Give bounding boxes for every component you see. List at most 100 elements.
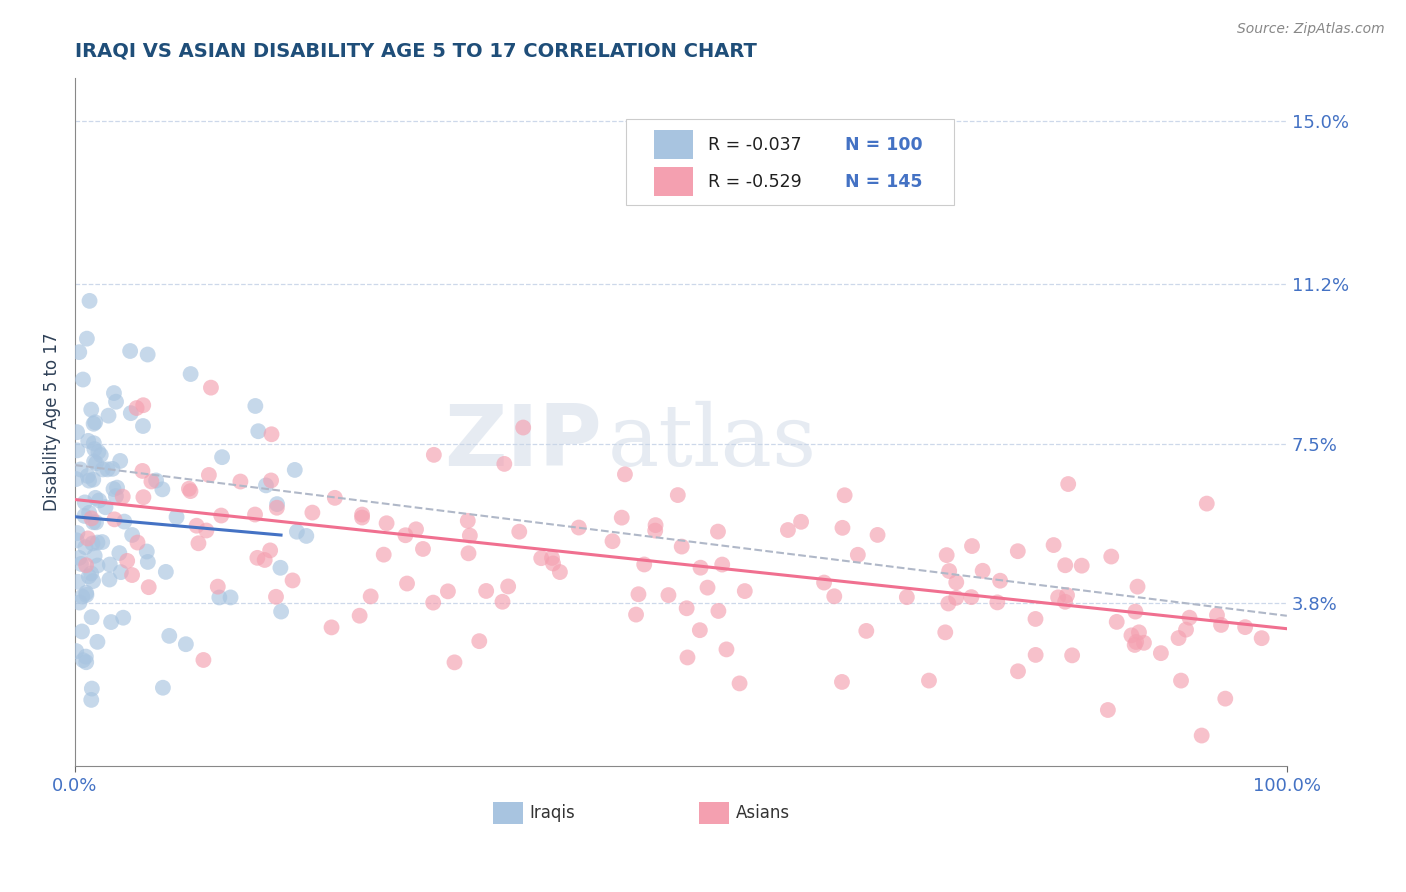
Point bbox=[246, 550, 269, 565]
Point bbox=[84, 491, 107, 505]
Point bbox=[1206, 608, 1229, 623]
Point bbox=[243, 508, 266, 522]
Point bbox=[422, 596, 444, 610]
Point bbox=[1209, 618, 1232, 632]
FancyBboxPatch shape bbox=[494, 802, 523, 823]
Point bbox=[548, 565, 571, 579]
Point bbox=[105, 481, 128, 495]
Point bbox=[90, 448, 112, 462]
Point bbox=[132, 398, 155, 412]
Point bbox=[179, 484, 201, 499]
Point bbox=[103, 512, 125, 526]
Point bbox=[1121, 628, 1143, 642]
Point bbox=[135, 544, 157, 558]
Point bbox=[80, 610, 103, 624]
Point bbox=[75, 649, 97, 664]
Point bbox=[707, 524, 730, 539]
Point bbox=[1054, 595, 1077, 609]
Point bbox=[65, 472, 87, 486]
Point bbox=[823, 589, 845, 603]
Point bbox=[219, 591, 242, 605]
Point bbox=[541, 551, 564, 566]
Point bbox=[1007, 665, 1029, 679]
Point bbox=[457, 514, 479, 528]
Point bbox=[66, 526, 89, 541]
Point bbox=[707, 604, 730, 618]
Point bbox=[734, 584, 756, 599]
Point bbox=[496, 579, 519, 593]
Point bbox=[83, 436, 105, 450]
Point bbox=[80, 681, 103, 696]
Point bbox=[103, 386, 125, 401]
Point bbox=[86, 535, 108, 549]
Point bbox=[120, 344, 142, 359]
Point bbox=[1191, 729, 1213, 743]
Text: Iraqis: Iraqis bbox=[530, 804, 575, 822]
Point bbox=[209, 508, 232, 523]
Point bbox=[120, 406, 142, 420]
Point bbox=[70, 557, 93, 571]
Point bbox=[72, 372, 94, 386]
Point bbox=[1099, 549, 1122, 564]
Point bbox=[266, 500, 288, 515]
Point bbox=[373, 548, 395, 562]
Point bbox=[80, 693, 103, 707]
Point bbox=[644, 524, 666, 538]
Point bbox=[269, 561, 291, 575]
Point bbox=[696, 581, 718, 595]
Point bbox=[512, 420, 534, 434]
Point bbox=[602, 534, 624, 549]
Point bbox=[76, 332, 98, 346]
Point bbox=[1128, 625, 1150, 640]
Point bbox=[988, 574, 1011, 588]
Text: ZIP: ZIP bbox=[444, 401, 602, 484]
Point bbox=[112, 610, 135, 624]
Point bbox=[91, 462, 114, 476]
Point bbox=[87, 445, 110, 459]
Point bbox=[711, 558, 734, 572]
Point bbox=[72, 653, 94, 667]
Point bbox=[150, 483, 173, 497]
Point bbox=[66, 574, 89, 589]
Point bbox=[834, 488, 856, 502]
Point bbox=[1125, 635, 1147, 649]
Point bbox=[84, 516, 107, 530]
Point bbox=[689, 560, 711, 574]
Point bbox=[935, 548, 957, 562]
Point bbox=[457, 546, 479, 560]
Point bbox=[1133, 636, 1156, 650]
Point bbox=[136, 347, 159, 361]
Point bbox=[945, 575, 967, 590]
Point bbox=[405, 522, 427, 536]
Point bbox=[1105, 615, 1128, 629]
Point bbox=[141, 475, 163, 489]
Point bbox=[1054, 558, 1077, 573]
Point bbox=[180, 367, 202, 381]
Point bbox=[105, 394, 128, 409]
Point bbox=[491, 595, 513, 609]
Text: R = -0.037: R = -0.037 bbox=[707, 136, 801, 153]
Point bbox=[671, 540, 693, 554]
Point bbox=[66, 443, 89, 458]
FancyBboxPatch shape bbox=[654, 168, 693, 196]
Point bbox=[866, 528, 889, 542]
Point bbox=[132, 490, 155, 504]
Point bbox=[938, 597, 960, 611]
Point bbox=[75, 586, 97, 600]
Point bbox=[1025, 648, 1047, 662]
Point bbox=[1125, 605, 1147, 619]
Point bbox=[395, 576, 418, 591]
Point bbox=[84, 415, 107, 429]
Point bbox=[1062, 648, 1084, 663]
FancyBboxPatch shape bbox=[654, 130, 693, 159]
Point bbox=[813, 575, 835, 590]
Point bbox=[80, 566, 103, 581]
Point bbox=[79, 293, 101, 308]
Text: N = 100: N = 100 bbox=[845, 136, 922, 153]
Point bbox=[77, 434, 100, 448]
Point bbox=[97, 409, 120, 423]
Point bbox=[831, 521, 853, 535]
Point bbox=[253, 553, 276, 567]
Point bbox=[67, 550, 90, 565]
Point bbox=[1213, 691, 1236, 706]
